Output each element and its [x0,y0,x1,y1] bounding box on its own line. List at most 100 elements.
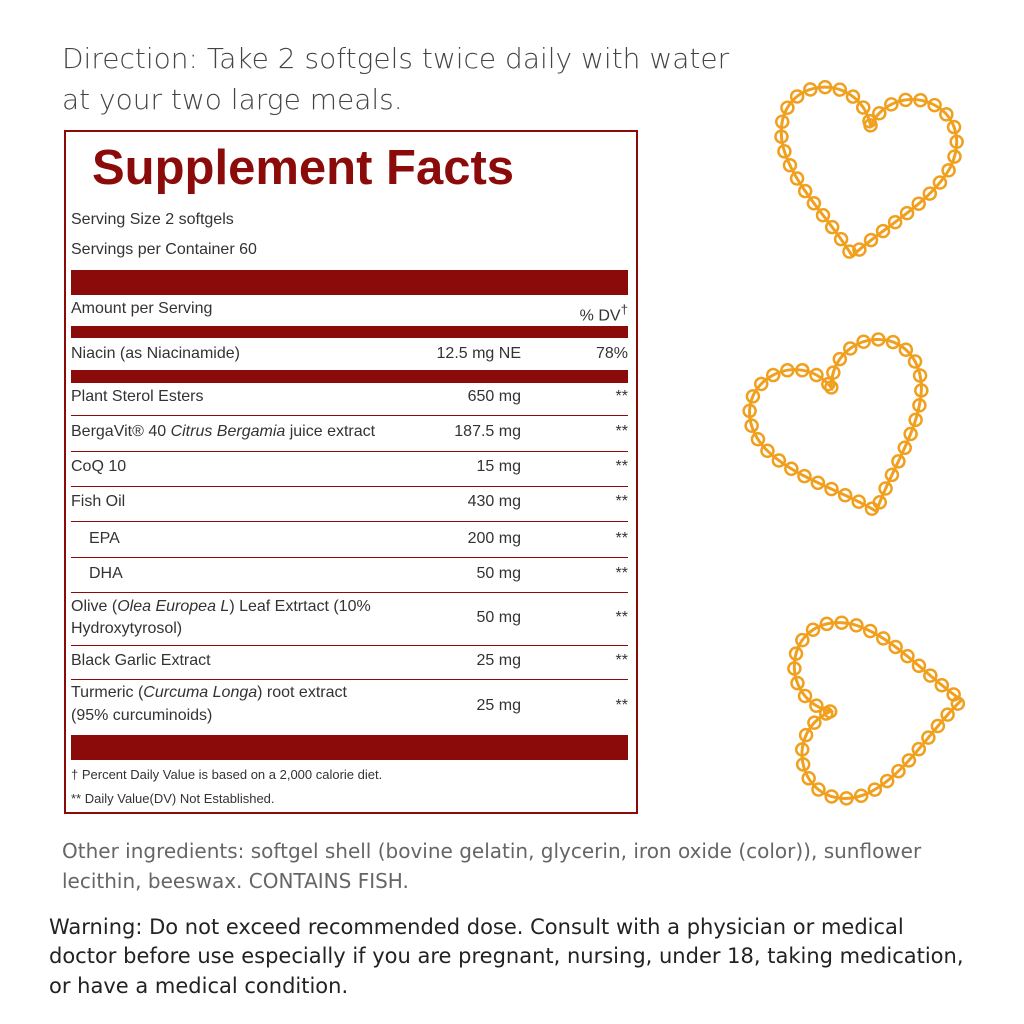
heart-loop [863,623,878,639]
heart-loop [788,646,804,661]
heart-loop [849,618,864,633]
heart-loop [908,412,923,428]
heart-loop [795,362,810,378]
heart-loop [824,789,839,804]
amount-header: Amount per Serving [71,300,213,317]
heart [774,79,964,259]
heart [742,332,929,516]
heart-loop [753,376,769,392]
separator [71,415,628,416]
row-amount: 187.5 mg [454,423,521,440]
name-part: Citrus Bergamia [170,423,286,440]
heart-loop [795,757,811,772]
row-name: Fish Oil [71,493,126,510]
heart-loop [912,398,927,413]
heart-loop [930,718,946,734]
heart-loop [839,791,854,806]
heart-loop [834,615,849,630]
heart-loop [922,186,938,201]
warning: or have a medical condition. [49,974,349,998]
heart-loop [907,354,923,369]
name-part: Hydroxytyrosol) [71,620,183,637]
heart-loop [780,100,795,115]
heart-loop [824,219,840,235]
row-name: BergaVit® 40 Citrus Bergamia juice extra… [71,423,375,441]
row-amount: 15 mg [476,458,521,475]
heart-outline [792,621,965,800]
heart-loop [864,501,880,516]
heart-loop [842,244,857,259]
row-dv: ** [615,565,628,582]
row-name: Plant Sterol Esters [71,388,204,405]
heart-loop [891,454,906,469]
row-dv: ** [615,388,628,405]
heart-loop [898,342,914,357]
name-part: ) root extract [257,684,347,701]
heart-loop [903,426,918,442]
heart-loop [940,707,955,722]
name-part: Olive ( [71,598,118,615]
heart-loop [817,79,833,95]
heart-loop [911,196,926,211]
name-part: ) Leaf Extrtact (10% [229,598,371,615]
heart-loop [803,82,818,97]
heart-loop [856,334,871,349]
row-dv: ** [615,493,628,510]
row-dv: ** [615,530,628,547]
heart-loop [871,332,886,347]
row-amount: 50 mg [476,609,521,626]
bar [71,370,628,383]
other-ingredients: lecithin, beeswax. CONTAINS FISH. [62,869,409,893]
row-dv: ** [615,609,628,626]
heart-loop [901,753,917,768]
heart-loop [853,788,869,804]
heart-loop [807,715,822,730]
heart-loop [911,741,927,757]
heart-loop [950,696,966,711]
heart-loop [851,494,866,509]
row-dv: ** [615,423,628,440]
heart-loop [947,149,962,164]
heart-loop [789,171,805,186]
warning: Warning: Do not exceed recommended dose.… [49,915,904,939]
servings-per-container: Servings per Container 60 [71,241,257,258]
name-part: (95% curcuminoids) [71,707,213,724]
hearts-decoration [742,79,966,806]
row-amount: 25 mg [476,697,521,714]
heart-loop [775,114,790,130]
heart-loop [832,351,848,367]
heart-loop [879,773,895,789]
heart-loop [912,368,928,383]
heart-loop [949,134,964,150]
heart-loop [876,631,891,646]
heart-loop [900,648,915,664]
dv-header: % DV† [580,302,628,325]
other-ingredients: Other ingredients: softgel shell (bovine… [62,839,922,863]
row-amount: 25 mg [476,652,521,669]
heart-loop [809,698,824,713]
row-amount: 50 mg [476,565,521,582]
heart-loop [875,223,891,239]
bar [71,326,628,338]
heart-loop [826,365,841,380]
name-part: Turmeric ( [71,684,144,701]
heart-loop [798,727,814,743]
separator [71,557,628,558]
heart-loop [862,113,877,129]
heart-loop [885,334,901,350]
heart-loop [921,730,936,745]
separator [71,521,628,522]
heart-loop [805,622,821,637]
heart-loop [771,453,787,468]
heart-loop [887,214,903,230]
serving-size: Serving Size 2 softgels [71,211,234,228]
heart-loop [815,207,831,223]
dv-header-text: % DV [579,307,621,325]
row-dv: ** [615,697,628,714]
heart-loop [946,119,962,135]
direction: Direction: Take 2 softgels twice daily w… [62,42,730,75]
heart-loop [888,639,903,655]
row-name: DHA [89,565,123,582]
heart-loop [939,107,954,122]
